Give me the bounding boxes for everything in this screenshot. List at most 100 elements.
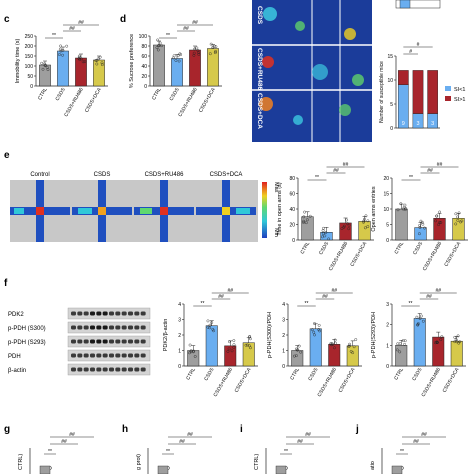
y-tick-label: 150 xyxy=(25,54,34,60)
x-tick-label: CSDS xyxy=(412,240,424,256)
maze-4 xyxy=(196,180,256,242)
data-point xyxy=(366,219,370,223)
sig-label: ## xyxy=(305,432,311,438)
y-tick-label: 40 xyxy=(289,207,295,213)
data-point xyxy=(61,48,65,52)
blot-band xyxy=(140,339,146,344)
data-point xyxy=(43,64,47,68)
blot-band xyxy=(128,325,133,330)
blot-band xyxy=(102,311,108,316)
blot-band xyxy=(96,311,102,316)
data-point xyxy=(176,54,180,58)
x-tick-label: CSDS+RU486 xyxy=(177,87,198,118)
data-point xyxy=(306,218,309,222)
data-point xyxy=(78,58,82,62)
blot-band xyxy=(134,339,140,344)
blot-label: β-actin xyxy=(8,368,26,374)
blot-band xyxy=(134,367,140,372)
data-point xyxy=(321,229,325,232)
data-point xyxy=(294,347,298,351)
x-tick-label: CTRL xyxy=(151,87,163,101)
data-point xyxy=(156,38,160,42)
sig-label: # xyxy=(417,42,420,48)
x-tick-label: CSDS xyxy=(169,86,181,102)
panel-label-g: g xyxy=(4,424,10,435)
y-tick-label: 200 xyxy=(25,44,34,50)
data-point xyxy=(214,50,217,53)
y-tick-label: 15 xyxy=(383,192,389,198)
data-point xyxy=(363,226,367,230)
blot-band xyxy=(140,353,146,358)
data-point xyxy=(156,48,160,52)
data-point xyxy=(456,215,460,219)
sig-label: ## xyxy=(192,20,198,26)
x-tick-label: CSDS+RU486 xyxy=(421,367,442,398)
y-axis-label: p-PDH(S300)/PDH xyxy=(267,312,273,358)
bar-ctrl xyxy=(395,208,408,241)
y-tick-label: 0 xyxy=(386,238,389,244)
data-point xyxy=(333,346,336,350)
sig-label: ## xyxy=(322,294,328,300)
data-point xyxy=(188,343,192,347)
bar-ctrl xyxy=(39,64,51,87)
heat-blob xyxy=(352,74,364,86)
data-point xyxy=(232,346,236,349)
data-point xyxy=(294,354,298,358)
x-tick-label: CTRL xyxy=(300,241,312,255)
sig-label: ## xyxy=(78,20,84,26)
data-point xyxy=(324,231,328,234)
data-point xyxy=(100,63,104,67)
heat-blob xyxy=(295,21,305,31)
data-point xyxy=(226,350,230,353)
y-tick-label: 60 xyxy=(141,54,147,60)
sig-label: ## xyxy=(183,26,189,32)
x-tick-label: CSDS+DCA xyxy=(234,366,253,393)
data-point xyxy=(212,329,215,333)
bar-ctrl xyxy=(187,350,200,367)
data-point xyxy=(78,56,82,59)
y-tick-label: 0 xyxy=(386,364,389,370)
data-point xyxy=(98,55,102,59)
data-point xyxy=(398,342,402,345)
y-tick-label: 2 xyxy=(386,323,389,329)
data-point xyxy=(213,44,216,48)
x-tick-label: CSDS+RU486 xyxy=(317,367,338,398)
y-tick-label: 3 xyxy=(282,318,285,324)
heatmap-row-label: CSDS+RU486 xyxy=(256,48,263,90)
data-point xyxy=(308,214,312,218)
y-tick-label: 20 xyxy=(289,223,295,229)
x-tick-label: CTRL xyxy=(37,87,49,101)
data-point xyxy=(354,338,358,341)
heat-blob xyxy=(344,28,356,40)
panel-label-h: h xyxy=(122,424,128,435)
data-point xyxy=(58,47,62,51)
data-point xyxy=(208,52,212,56)
bar-si-gt1 xyxy=(427,70,438,114)
y-tick-label: 2 xyxy=(178,333,181,339)
y-axis-label: p-PDH(S293)/PDH xyxy=(371,312,377,358)
heatmap-row-label: CSDS xyxy=(256,6,263,25)
blot-band xyxy=(77,339,83,344)
y-tick-label: 4 xyxy=(178,302,181,308)
cropped-y-label: atio xyxy=(370,461,376,470)
data-point xyxy=(232,339,236,342)
chart-sucrose: 0 20 40 60 80 100 % Sucrose preference CTRL CSDS… xyxy=(129,20,222,118)
data-point xyxy=(59,49,63,53)
data-point xyxy=(436,341,439,344)
blot-band xyxy=(134,311,140,316)
blot-label: p-PDH (S293) xyxy=(8,340,46,346)
y-tick-label: 15 xyxy=(387,54,393,60)
blot-band xyxy=(90,311,95,316)
data-point xyxy=(155,46,159,49)
y-tick-label: 5 xyxy=(390,102,393,108)
bar-csds xyxy=(413,318,426,367)
colorbar-max-label: Max xyxy=(273,182,279,193)
data-point xyxy=(454,212,458,216)
y-tick-label: 20 xyxy=(383,176,389,182)
data-point xyxy=(434,219,437,223)
legend-label-si-lt1: SI<1 xyxy=(454,87,465,93)
blot-band xyxy=(96,353,102,358)
blot-band xyxy=(121,339,127,344)
data-point xyxy=(318,329,321,333)
